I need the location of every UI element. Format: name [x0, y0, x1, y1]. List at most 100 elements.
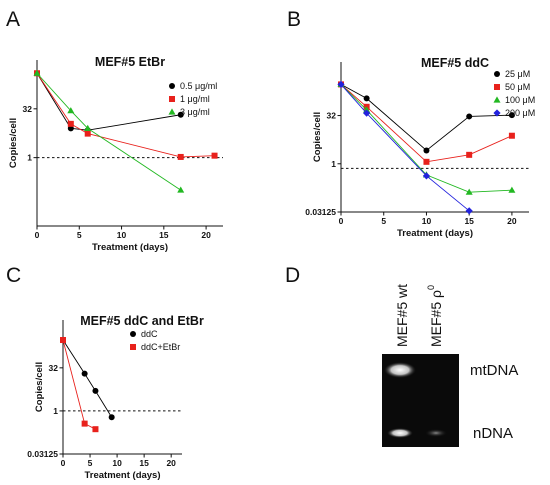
- legend-marker: [493, 96, 501, 103]
- y-axis-label: Copies/cell: [8, 118, 19, 168]
- legend: 25 μM 50 μM 100 μM 200 μM: [493, 69, 535, 118]
- data-point: [177, 111, 184, 118]
- x-tick-label: 15: [464, 216, 474, 226]
- y-tick-label: 0.03125: [27, 449, 58, 459]
- chart-title: MEF#5 ddC and EtBr: [80, 314, 204, 328]
- lane-label-rho0-superscript: 0: [426, 285, 436, 290]
- legend-marker: [169, 83, 175, 89]
- y-tick-label: 32: [49, 363, 59, 373]
- gel-band-wt-mtdna: [384, 362, 416, 378]
- x-tick-label: 15: [139, 458, 149, 468]
- series-line: [36, 72, 181, 191]
- legend-label: 200 μM: [505, 108, 535, 118]
- x-tick-label: 20: [507, 216, 517, 226]
- band-label-ndna: nDNA: [473, 425, 513, 442]
- chart-ddc: MEF#5 ddC 0 5 10 15 20 32 1 0.03125 Treatment (da…: [305, 56, 535, 239]
- y-tick-label: 0.03125: [305, 207, 336, 217]
- series-line: [62, 339, 96, 430]
- band-label-mtdna: mtDNA: [470, 362, 518, 379]
- panel-letter-a: A: [6, 8, 20, 31]
- data-point: [33, 69, 41, 76]
- series-3: [337, 80, 473, 215]
- lane-label-rho0: MEF#5 ρ0: [426, 285, 444, 347]
- data-point: [363, 109, 371, 117]
- data-point: [508, 186, 516, 193]
- x-axis-label: Treatment (days): [397, 228, 473, 239]
- y-tick-label: 1: [27, 153, 32, 163]
- panel-letter-b: B: [287, 8, 301, 31]
- x-tick-label: 20: [166, 458, 176, 468]
- y-tick-label: 1: [53, 406, 58, 416]
- gel-panel: MEF#5 wt MEF#5 ρ0 mtDNA nDNA: [382, 284, 518, 447]
- chart-title: MEF#5 EtBr: [95, 55, 165, 69]
- series-2: [33, 69, 185, 193]
- lane-label-wt: MEF#5 wt: [394, 284, 410, 347]
- series-0: [60, 337, 115, 421]
- legend-label: 0.5 μg/ml: [180, 81, 217, 91]
- y-tick-label: 32: [327, 111, 337, 121]
- x-tick-label: 20: [201, 230, 211, 240]
- x-tick-label: 5: [381, 216, 386, 226]
- lane-label-rho0-text: MEF#5 ρ: [428, 290, 444, 347]
- x-tick-label: 15: [159, 230, 169, 240]
- series-0: [338, 81, 515, 154]
- legend: ddC ddC+EtBr: [130, 329, 180, 352]
- data-point: [108, 414, 115, 421]
- x-tick-label: 0: [35, 230, 40, 240]
- data-point: [67, 107, 75, 114]
- legend-marker: [130, 344, 136, 350]
- series-line: [36, 73, 181, 131]
- data-point: [508, 112, 515, 119]
- legend-label: ddC+EtBr: [141, 342, 180, 352]
- data-point: [81, 420, 88, 427]
- legend-label: 100 μM: [505, 95, 535, 105]
- x-tick-label: 0: [61, 458, 66, 468]
- legend-label: 1 μg/ml: [180, 94, 210, 104]
- legend: 0.5 μg/ml 1 μg/ml 3 μg/ml: [168, 81, 217, 117]
- data-point: [60, 337, 66, 344]
- x-tick-label: 10: [112, 458, 122, 468]
- legend-marker: [494, 71, 500, 77]
- x-tick-label: 0: [339, 216, 344, 226]
- series-line: [62, 339, 113, 418]
- data-point: [423, 158, 430, 165]
- panel-letter-c: C: [6, 264, 21, 287]
- x-tick-label: 5: [77, 230, 82, 240]
- y-tick-label: 32: [23, 104, 33, 114]
- data-point: [466, 151, 473, 158]
- legend-label: 50 μM: [505, 82, 530, 92]
- data-point: [211, 152, 218, 159]
- data-point: [177, 186, 185, 193]
- data-point: [508, 132, 515, 139]
- data-point: [81, 370, 88, 377]
- data-point: [466, 113, 473, 120]
- chart-ddc-etbr: MEF#5 ddC and EtBr 0 5 10 15 20 32 1 0.03125 Trea…: [27, 314, 204, 481]
- data-point: [465, 207, 473, 215]
- data-point: [363, 95, 370, 102]
- legend-marker: [130, 331, 136, 337]
- series-line: [340, 84, 512, 152]
- data-point: [422, 172, 431, 180]
- data-point: [177, 153, 184, 160]
- legend-label: 3 μg/ml: [180, 107, 210, 117]
- x-tick-label: 10: [422, 216, 432, 226]
- y-tick-label: 1: [331, 159, 336, 169]
- x-tick-label: 10: [117, 230, 127, 240]
- legend-marker: [168, 108, 176, 115]
- panel-letter-d: D: [285, 264, 300, 287]
- gel-band-rho0-ndna: [425, 429, 447, 437]
- data-point: [84, 124, 92, 131]
- data-point: [423, 147, 430, 154]
- legend-marker: [494, 84, 500, 90]
- series-line: [340, 84, 470, 212]
- gel-band-wt-ndna: [387, 428, 413, 438]
- data-point: [67, 120, 74, 127]
- data-point: [337, 80, 345, 88]
- chart-etbr: MEF#5 EtBr 0 5 10 15 20 32 1 Treatment (days) Cop…: [8, 55, 223, 253]
- legend-marker: [493, 109, 501, 117]
- data-point: [92, 387, 99, 394]
- x-axis-label: Treatment (days): [84, 470, 160, 481]
- legend-label: ddC: [141, 329, 158, 339]
- x-tick-label: 5: [88, 458, 93, 468]
- legend-label: 25 μM: [505, 69, 530, 79]
